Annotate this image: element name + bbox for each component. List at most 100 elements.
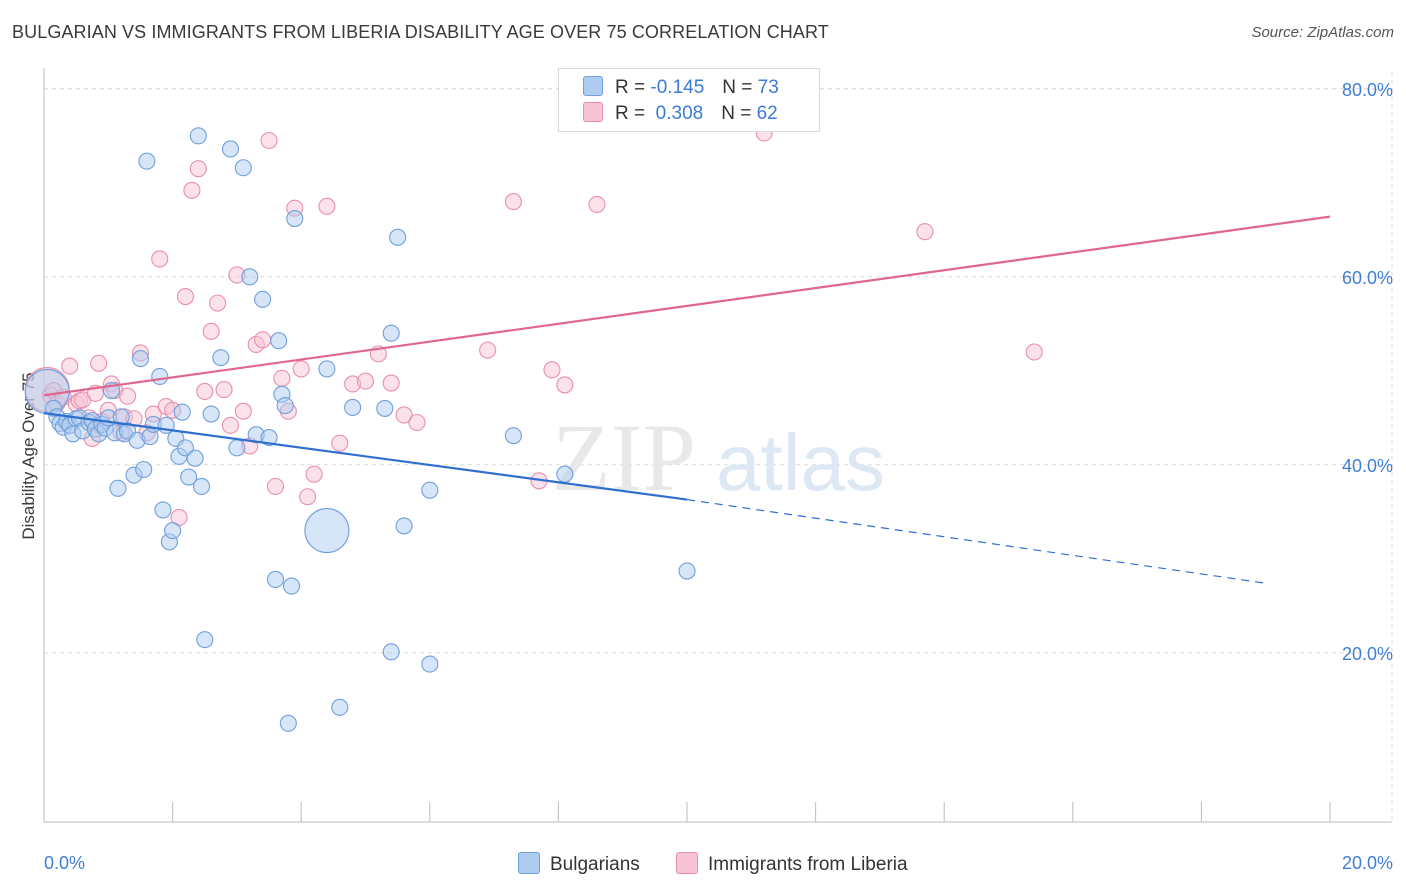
- liberia-point: [299, 488, 317, 506]
- bulgarian-point: [678, 562, 696, 580]
- series-legend: Bulgarians Immigrants from Liberia: [0, 852, 1406, 878]
- bulgarian-point: [112, 408, 130, 426]
- liberia-point: [215, 381, 233, 399]
- liberia-point: [176, 287, 195, 306]
- series-bulgarians-points: [24, 127, 696, 732]
- legend-label: Bulgarians: [550, 854, 640, 875]
- liberia-point: [916, 223, 934, 241]
- liberia-point: [382, 374, 400, 392]
- bulgarian-point: [382, 324, 400, 342]
- liberia-point: [189, 160, 207, 178]
- bulgarian-point: [395, 517, 413, 535]
- liberia-point: [266, 477, 285, 495]
- bulgarian-point: [109, 479, 127, 497]
- liberia-point: [61, 357, 79, 375]
- y-tick-label: 40.0%: [1342, 456, 1393, 476]
- bulgarian-point: [376, 399, 394, 417]
- bulgarian-point: [254, 290, 272, 308]
- trend-lines: [43, 215, 1331, 584]
- liberia-point: [273, 369, 291, 387]
- legend-r-value: -0.145: [650, 77, 705, 98]
- legend-item-liberia[interactable]: Immigrants from Liberia: [676, 852, 908, 876]
- liberia-point: [305, 465, 323, 483]
- source-credit: Source: ZipAtlas.com: [1251, 24, 1394, 41]
- bulgarian-point: [421, 481, 439, 499]
- x-tick-label: 20.0%: [1342, 853, 1393, 873]
- liberia-point: [543, 361, 561, 379]
- bulgarian-point: [279, 714, 297, 732]
- liberia-point: [202, 322, 220, 340]
- bulgarian-point: [286, 209, 304, 228]
- liberia-point: [408, 413, 426, 432]
- bulgarians-trend-extension: [686, 498, 1266, 584]
- bulgarian-point: [382, 643, 400, 661]
- bulgarian-point: [241, 268, 259, 286]
- bulgarian-point: [504, 427, 522, 445]
- legend-item-bulgarians[interactable]: Bulgarians: [518, 852, 640, 876]
- y-tick-label: 20.0%: [1342, 644, 1393, 664]
- bulgarian-point: [331, 698, 349, 716]
- correlation-legend: R = -0.145 N = 73 R = 0.308 N = 62: [558, 68, 820, 132]
- liberia-point: [196, 382, 214, 401]
- liberia-point: [90, 354, 108, 372]
- bulgarian-point: [138, 152, 156, 170]
- liberia-point: [504, 193, 522, 211]
- series-liberia-points: [24, 124, 1043, 526]
- legend-n-value: 73: [757, 77, 779, 98]
- bulgarian-point: [318, 360, 336, 378]
- bulgarian-point: [189, 127, 207, 145]
- liberia-point: [183, 181, 201, 199]
- bulgarian-point: [270, 332, 288, 350]
- legend-swatch-blue: [583, 76, 603, 96]
- liberia-point: [395, 406, 413, 424]
- bulgarian-point: [192, 477, 211, 495]
- watermark-atlas: atlas: [716, 418, 885, 507]
- bulgarian-point: [154, 501, 172, 519]
- bulgarian-point: [276, 397, 294, 415]
- bulgarian-point: [173, 403, 191, 421]
- bulgarian-point: [164, 522, 182, 540]
- bulgarian-point: [202, 405, 220, 423]
- liberia-point: [292, 360, 310, 378]
- legend-swatch-blue: [518, 852, 540, 874]
- liberia-trend-line: [43, 215, 1331, 397]
- legend-n-label: N =: [722, 77, 753, 98]
- liberia-point: [221, 416, 240, 434]
- liberia-point: [588, 195, 606, 213]
- bulgarian-point: [344, 398, 362, 417]
- bulgarian-point: [304, 508, 350, 554]
- legend-n-value: 62: [756, 103, 778, 124]
- y-tick-label: 80.0%: [1342, 80, 1393, 100]
- watermark: ZIP atlas: [552, 404, 885, 511]
- bulgarian-point: [186, 449, 204, 467]
- liberia-point: [331, 434, 349, 452]
- x-tick-label: 0.0%: [44, 853, 85, 873]
- liberia-point: [479, 341, 497, 359]
- legend-row-bulgarians: R = -0.145 N = 73: [583, 76, 779, 100]
- bulgarian-point: [421, 655, 439, 673]
- bulgarian-point: [228, 439, 246, 457]
- bulgarian-point: [131, 350, 149, 368]
- x-tick-labels: 0.0% 20.0%: [44, 853, 1393, 873]
- liberia-point: [1025, 343, 1043, 361]
- legend-r-value: 0.308: [655, 103, 704, 124]
- legend-label: Immigrants from Liberia: [708, 854, 908, 875]
- bulgarian-point: [283, 577, 301, 595]
- liberia-point: [151, 250, 169, 268]
- axes: [43, 68, 1392, 823]
- y-axis-label: Disability Age Over 75: [19, 372, 38, 539]
- liberia-point: [260, 131, 278, 150]
- y-tick-label: 60.0%: [1342, 268, 1393, 288]
- bulgarian-point: [234, 159, 252, 177]
- liberia-point: [254, 331, 272, 349]
- bulgarian-point: [196, 631, 214, 649]
- liberia-point: [234, 402, 252, 420]
- bulgarian-point: [180, 468, 198, 486]
- bulgarian-point: [221, 140, 240, 158]
- legend-n-label: N =: [721, 103, 752, 124]
- bulgarian-point: [135, 460, 153, 479]
- bulgarian-point: [389, 228, 407, 246]
- bulgarian-point: [260, 428, 278, 447]
- liberia-point: [318, 197, 336, 215]
